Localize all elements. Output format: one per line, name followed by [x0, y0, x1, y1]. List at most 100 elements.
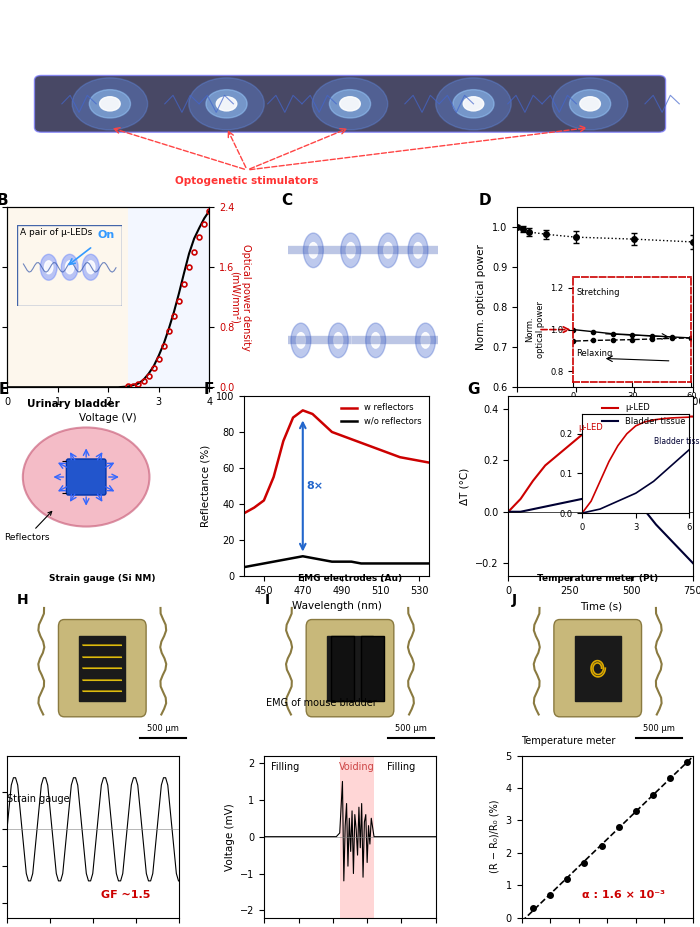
Line: w/o reflectors: w/o reflectors	[244, 556, 429, 567]
Y-axis label: (R − R₀)/R₀ (%): (R − R₀)/R₀ (%)	[490, 800, 500, 873]
w reflectors	[405, 453, 414, 464]
Ellipse shape	[23, 427, 150, 527]
w/o reflectors	[337, 556, 346, 567]
w/o reflectors	[405, 558, 414, 569]
w/o reflectors	[260, 558, 268, 569]
w reflectors	[415, 455, 424, 466]
Text: Reflectors: Reflectors	[4, 512, 52, 542]
Bladder tissue	[566, 496, 574, 507]
FancyBboxPatch shape	[34, 75, 666, 133]
w reflectors	[377, 444, 385, 455]
Line: w reflectors: w reflectors	[244, 411, 429, 513]
Circle shape	[312, 78, 388, 130]
Line: Bladder tissue: Bladder tissue	[508, 494, 693, 564]
μ-LED	[541, 460, 550, 471]
Bladder tissue	[504, 506, 512, 517]
Circle shape	[206, 90, 247, 118]
w/o reflectors	[415, 558, 424, 569]
Bladder tissue	[652, 519, 660, 530]
Circle shape	[463, 96, 484, 111]
μ-LED	[517, 493, 525, 504]
μ-LED	[566, 439, 574, 451]
Text: α : 1.6 × 10⁻³: α : 1.6 × 10⁻³	[582, 890, 664, 900]
Text: D: D	[478, 193, 491, 208]
FancyBboxPatch shape	[554, 619, 641, 717]
w/o reflectors	[357, 558, 365, 569]
w/o reflectors	[367, 558, 375, 569]
Circle shape	[189, 78, 265, 130]
Bladder tissue	[627, 489, 636, 500]
μ-LED	[689, 411, 697, 422]
X-axis label: Wavelength (nm): Wavelength (nm)	[292, 602, 382, 611]
Y-axis label: Optical power density
(mW/mm²): Optical power density (mW/mm²)	[230, 244, 251, 350]
FancyBboxPatch shape	[575, 636, 621, 701]
Bar	[128, 207, 209, 387]
Text: J: J	[512, 593, 517, 607]
Text: Strain gauge (Si NM): Strain gauge (Si NM)	[49, 574, 155, 583]
μ-LED	[603, 416, 611, 427]
Bladder tissue	[689, 558, 697, 569]
w reflectors	[260, 495, 268, 506]
w reflectors	[299, 405, 307, 416]
Text: I: I	[265, 593, 270, 607]
Text: Filling: Filling	[387, 762, 416, 772]
w reflectors	[337, 430, 346, 441]
Circle shape	[435, 78, 511, 130]
w/o reflectors	[318, 554, 326, 565]
Text: B: B	[0, 193, 8, 208]
w/o reflectors	[308, 552, 316, 564]
w reflectors	[250, 502, 258, 514]
Circle shape	[216, 96, 237, 111]
w reflectors	[367, 441, 375, 452]
Bladder tissue	[603, 489, 611, 500]
Text: Urinary bladder: Urinary bladder	[27, 400, 120, 409]
Circle shape	[99, 96, 120, 111]
FancyBboxPatch shape	[79, 636, 125, 701]
w/o reflectors	[395, 558, 404, 569]
μ-LED	[676, 411, 685, 422]
w/o reflectors	[299, 551, 307, 562]
Text: EMG electrodes (Au): EMG electrodes (Au)	[298, 574, 402, 583]
w reflectors	[308, 409, 316, 420]
w reflectors	[347, 434, 356, 445]
Bladder tissue	[578, 493, 587, 504]
w reflectors	[318, 417, 326, 428]
w/o reflectors	[347, 556, 356, 567]
w reflectors	[386, 448, 395, 459]
Circle shape	[552, 78, 628, 130]
Text: Filling: Filling	[271, 762, 299, 772]
Y-axis label: Norm. optical power: Norm. optical power	[477, 244, 486, 350]
Text: F: F	[204, 382, 214, 397]
FancyBboxPatch shape	[58, 619, 146, 717]
X-axis label: Voltage (V): Voltage (V)	[79, 413, 137, 423]
Circle shape	[90, 90, 130, 118]
FancyBboxPatch shape	[66, 459, 106, 495]
Text: C: C	[281, 193, 292, 208]
Text: Temperature meter (Pt): Temperature meter (Pt)	[537, 574, 658, 583]
Text: Temperature meter: Temperature meter	[522, 736, 616, 746]
w reflectors	[357, 438, 365, 449]
Bladder tissue	[541, 501, 550, 512]
w/o reflectors	[270, 556, 278, 567]
Text: GF ~1.5: GF ~1.5	[102, 890, 150, 900]
Bladder tissue	[590, 490, 598, 502]
Text: 2 mm: 2 mm	[630, 18, 659, 28]
Legend: w reflectors, w/o reflectors: w reflectors, w/o reflectors	[337, 400, 425, 429]
Legend: μ-LED, Bladder tissue: μ-LED, Bladder tissue	[598, 400, 689, 429]
X-axis label: Time (s): Time (s)	[580, 602, 622, 611]
Text: 500 μm: 500 μm	[643, 724, 675, 732]
w reflectors	[425, 457, 433, 468]
w reflectors	[395, 451, 404, 463]
Text: EMG of mouse bladder: EMG of mouse bladder	[266, 698, 377, 707]
FancyBboxPatch shape	[306, 619, 394, 717]
Text: Voiding: Voiding	[339, 762, 375, 772]
w/o reflectors	[386, 558, 395, 569]
FancyBboxPatch shape	[327, 636, 373, 701]
Text: Electronic thread: Electronic thread	[55, 16, 162, 25]
w/o reflectors	[250, 560, 258, 571]
w/o reflectors	[328, 556, 336, 567]
Circle shape	[340, 96, 360, 111]
Y-axis label: Reflectance (%): Reflectance (%)	[201, 445, 211, 527]
w/o reflectors	[425, 558, 433, 569]
Text: H: H	[17, 593, 28, 607]
